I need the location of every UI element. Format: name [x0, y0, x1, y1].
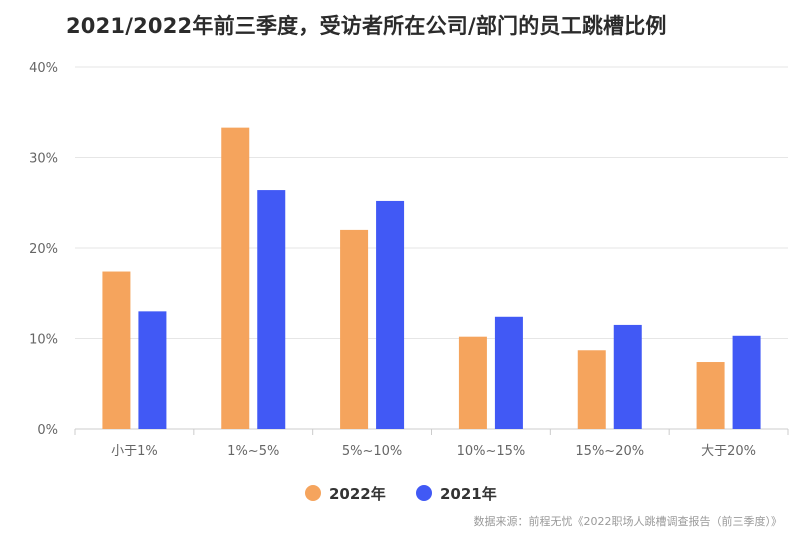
x-tick-label: 5%~10% [342, 444, 402, 459]
legend: 2022年 2021年 [305, 485, 497, 503]
bar-2021 [613, 324, 642, 429]
bar-2021 [376, 200, 405, 429]
bar-2021 [138, 311, 167, 429]
bar-2022 [221, 127, 250, 429]
y-tick-label: 40% [29, 61, 58, 76]
legend-marker [305, 485, 321, 501]
bars [102, 127, 761, 429]
y-tick-label: 10% [29, 333, 58, 348]
legend-marker [416, 485, 432, 501]
bar-2021 [494, 316, 523, 429]
x-tick-label: 1%~5% [227, 444, 279, 459]
bar-2021 [257, 190, 286, 429]
x-tick-label: 大于20% [701, 444, 756, 459]
legend-label: 2022年 [329, 485, 386, 503]
bar-2021 [732, 335, 761, 429]
chart-title: 2021/2022年前三季度，受访者所在公司/部门的员工跳槽比例 [66, 14, 667, 38]
source-note: 数据来源：前程无忧《2022职场人跳槽调查报告（前三季度）》 [473, 515, 783, 528]
bar-2022 [340, 229, 369, 429]
y-axis: 0% 10% 20% 30% 40% [29, 61, 58, 438]
legend-label: 2021年 [440, 485, 497, 503]
x-tick-label: 10%~15% [457, 444, 526, 459]
y-tick-label: 30% [29, 152, 58, 167]
x-tick-label: 小于1% [111, 444, 158, 459]
bar-2022 [577, 350, 606, 429]
grid-lines [75, 66, 788, 430]
x-axis: 小于1% 1%~5% 5%~10% 10%~15% 15%~20% 大于20% [74, 429, 789, 459]
bar-2022 [102, 271, 131, 429]
bar-2022 [696, 362, 725, 429]
y-tick-label: 20% [29, 242, 58, 257]
y-tick-label: 0% [37, 423, 58, 438]
x-tick-label: 15%~20% [575, 444, 644, 459]
bar-2022 [458, 336, 487, 429]
